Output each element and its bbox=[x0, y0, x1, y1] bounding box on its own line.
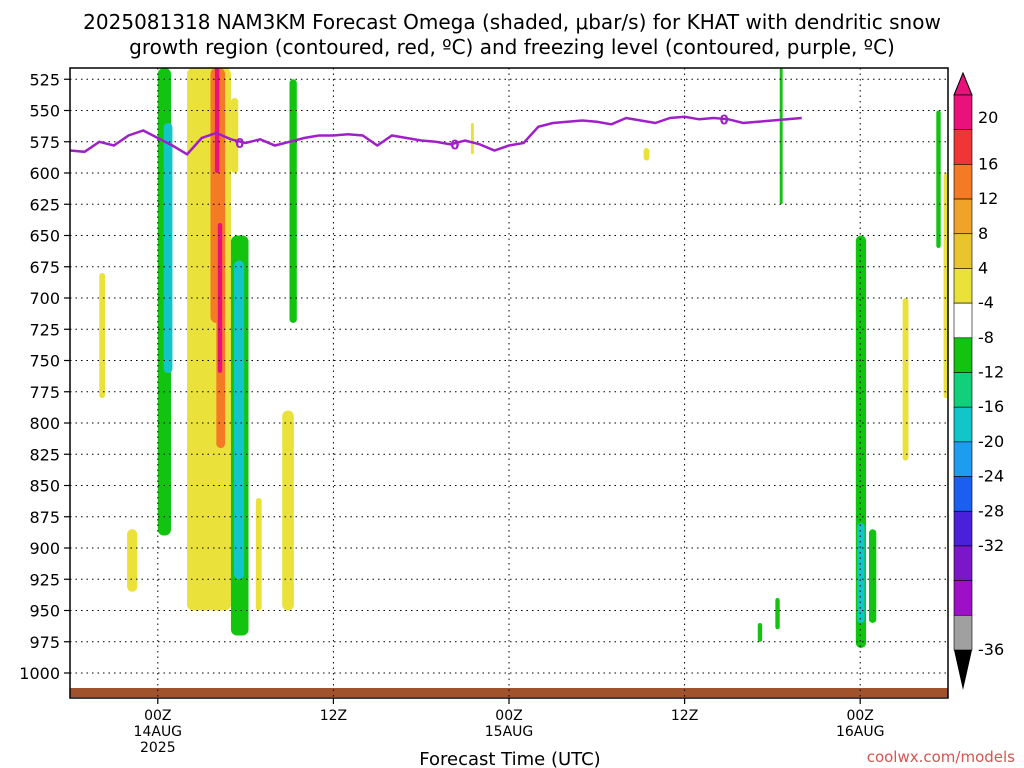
colorbar-label: 12 bbox=[978, 189, 998, 208]
omega-cell bbox=[233, 260, 245, 580]
contour-label: 0 bbox=[235, 137, 244, 152]
colorbar-label: -28 bbox=[978, 501, 1004, 520]
colorbar-label: -12 bbox=[978, 363, 1004, 382]
colorbar-top-arrow bbox=[953, 71, 973, 96]
y-tick-label: 925 bbox=[29, 570, 60, 589]
y-tick-label: 750 bbox=[29, 352, 60, 371]
y-tick-label: 625 bbox=[29, 195, 60, 214]
y-tick-label: 875 bbox=[29, 508, 60, 527]
x-tick-label: 00Z bbox=[846, 708, 873, 724]
x-tick-label: 14AUG bbox=[134, 724, 183, 740]
grid-lines bbox=[70, 68, 948, 698]
x-tick-label: 12Z bbox=[671, 708, 698, 724]
omega-cell bbox=[775, 598, 780, 630]
omega-cell bbox=[902, 298, 909, 461]
omega-cell bbox=[643, 148, 650, 161]
x-tick-label: 15AUG bbox=[485, 724, 534, 740]
colorbar: 20 16 12 8 4 -4 -8 -12 -16 -20 -24 -28 -32 -36 bbox=[953, 71, 1004, 690]
colorbar-label: -16 bbox=[978, 397, 1004, 416]
colorbar-swatch bbox=[953, 441, 973, 477]
colorbar-swatch bbox=[953, 337, 973, 373]
chart-subtitle: growth region (contoured, red, ºC) and f… bbox=[129, 35, 895, 59]
colorbar-swatch bbox=[953, 94, 973, 130]
colorbar-swatch bbox=[953, 233, 973, 269]
y-tick-label: 525 bbox=[29, 70, 60, 89]
omega-cell bbox=[289, 79, 297, 323]
contour-label: 0 bbox=[720, 113, 729, 128]
colorbar-swatch bbox=[953, 302, 973, 339]
y-tick-label: 575 bbox=[29, 133, 60, 152]
omega-cell bbox=[127, 529, 138, 592]
omega-cell bbox=[943, 173, 948, 398]
colorbar-swatch bbox=[953, 545, 973, 581]
colorbar-swatch bbox=[953, 615, 973, 651]
omega-cell bbox=[163, 123, 173, 373]
colorbar-label: 4 bbox=[978, 258, 988, 277]
y-tick-label: 975 bbox=[29, 633, 60, 652]
y-tick-label: 675 bbox=[29, 258, 60, 277]
x-tick-label: 00Z bbox=[144, 708, 171, 724]
colorbar-bottom-arrow bbox=[954, 650, 972, 690]
colorbar-swatch bbox=[953, 268, 973, 304]
omega-cell bbox=[779, 68, 783, 205]
colorbar-label: 16 bbox=[978, 154, 998, 173]
omega-cell bbox=[99, 273, 106, 398]
omega-cell bbox=[470, 123, 474, 155]
colorbar-label: -24 bbox=[978, 467, 1004, 486]
omega-cell bbox=[936, 110, 941, 248]
freezing-level-contour: 0 0 0 bbox=[69, 113, 802, 156]
y-tick-label: 900 bbox=[29, 539, 60, 558]
y-tick-label: 600 bbox=[29, 164, 60, 183]
omega-cell bbox=[230, 98, 239, 173]
freezing-level-line bbox=[69, 115, 802, 156]
x-tick-label: 00Z bbox=[495, 708, 522, 724]
terrain-band bbox=[70, 688, 948, 697]
colorbar-label: 20 bbox=[978, 108, 998, 127]
colorbar-label: -20 bbox=[978, 432, 1004, 451]
colorbar-label: -36 bbox=[978, 640, 1004, 659]
x-tick-label: 16AUG bbox=[836, 724, 885, 740]
colorbar-swatch bbox=[953, 580, 973, 616]
y-tick-label: 800 bbox=[29, 414, 60, 433]
colorbar-label: -32 bbox=[978, 536, 1004, 555]
chart-title: 2025081318 NAM3KM Forecast Omega (shaded… bbox=[83, 10, 941, 34]
colorbar-label: -8 bbox=[978, 328, 994, 347]
y-tick-label: 1000 bbox=[19, 664, 60, 683]
colorbar-swatch bbox=[953, 372, 973, 408]
credit-text: coolwx.com/models bbox=[867, 748, 1015, 766]
y-tick-label: 650 bbox=[29, 227, 60, 246]
colorbar-swatch bbox=[953, 476, 973, 512]
colorbar-swatch bbox=[953, 129, 973, 165]
y-axis-ticks: 525 550 575 600 625 650 675 700 725 750 775 800 825 8… bbox=[19, 70, 70, 683]
x-tick-label: 2025 bbox=[140, 740, 176, 756]
x-axis-label: Forecast Time (UTC) bbox=[419, 749, 600, 768]
omega-shading bbox=[99, 68, 948, 648]
y-tick-label: 950 bbox=[29, 602, 60, 621]
omega-cell bbox=[868, 529, 877, 623]
colorbar-label: -4 bbox=[978, 293, 994, 312]
y-tick-label: 825 bbox=[29, 445, 60, 464]
y-tick-label: 725 bbox=[29, 320, 60, 339]
contour-label: 0 bbox=[450, 138, 459, 153]
colorbar-label: 8 bbox=[978, 224, 988, 243]
colorbar-swatch bbox=[953, 198, 973, 235]
colorbar-swatch bbox=[953, 164, 973, 200]
omega-cell bbox=[282, 410, 294, 611]
x-tick-label: 12Z bbox=[320, 708, 347, 724]
colorbar-swatch bbox=[953, 406, 973, 443]
y-tick-label: 550 bbox=[29, 102, 60, 121]
y-tick-label: 700 bbox=[29, 289, 60, 308]
omega-cell bbox=[255, 498, 262, 611]
omega-cell bbox=[857, 523, 865, 623]
omega-cell bbox=[757, 623, 763, 642]
terrain-fill bbox=[70, 688, 948, 697]
y-tick-label: 850 bbox=[29, 477, 60, 496]
colorbar-swatch bbox=[953, 510, 973, 547]
y-tick-label: 775 bbox=[29, 383, 60, 402]
omega-cell bbox=[214, 68, 220, 173]
